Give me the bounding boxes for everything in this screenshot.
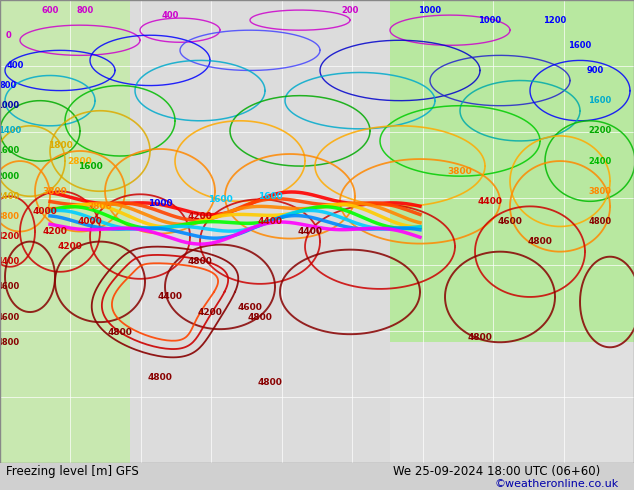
Text: 1200: 1200 (543, 16, 567, 24)
Text: 1000: 1000 (148, 199, 172, 208)
Text: 1000: 1000 (479, 16, 501, 24)
Text: 1400: 1400 (0, 126, 22, 135)
Text: 2800: 2800 (68, 157, 93, 166)
Text: 4200: 4200 (0, 232, 20, 241)
Text: 4400: 4400 (0, 257, 20, 266)
Text: 1600: 1600 (257, 192, 282, 201)
Text: 4600: 4600 (238, 302, 262, 312)
Text: 4000: 4000 (77, 217, 102, 226)
Text: 1600: 1600 (77, 162, 102, 171)
Text: 4000: 4000 (32, 207, 57, 216)
Text: 4600: 4600 (0, 282, 20, 292)
Text: 1600: 1600 (0, 147, 20, 155)
Text: 4600: 4600 (498, 217, 522, 226)
Text: 0: 0 (5, 31, 11, 40)
Text: 4400: 4400 (297, 227, 323, 236)
Text: 1600: 1600 (588, 96, 612, 105)
Bar (130, 0, 390, 463)
Text: 1000: 1000 (0, 101, 20, 110)
Text: 4200: 4200 (188, 212, 212, 221)
Text: 900: 900 (586, 66, 604, 75)
Text: 4800: 4800 (527, 237, 552, 246)
Text: 200: 200 (341, 5, 359, 15)
Text: 1600: 1600 (568, 41, 592, 50)
Text: 1600: 1600 (207, 195, 233, 204)
Text: 4800: 4800 (108, 328, 133, 337)
Text: 4600: 4600 (0, 313, 20, 321)
Text: 1800: 1800 (48, 142, 72, 150)
Text: 3800: 3800 (0, 212, 20, 221)
Text: 4400: 4400 (257, 217, 283, 226)
Text: 4800: 4800 (247, 313, 273, 321)
Text: 800: 800 (0, 81, 16, 90)
Text: 4800: 4800 (467, 333, 493, 342)
Text: 1000: 1000 (418, 5, 441, 15)
Text: 2400: 2400 (588, 157, 612, 166)
Text: 2400: 2400 (0, 192, 20, 201)
Text: 4800: 4800 (188, 257, 212, 266)
Bar (0, 0, 130, 463)
Text: 4400: 4400 (477, 197, 503, 206)
Text: 600: 600 (41, 5, 59, 15)
Text: 4200: 4200 (198, 308, 223, 317)
Text: Freezing level [m] GFS: Freezing level [m] GFS (6, 465, 139, 478)
Bar (390, 0, 634, 342)
Text: 3800: 3800 (448, 167, 472, 175)
Text: 4200: 4200 (58, 242, 82, 251)
Text: 2200: 2200 (588, 126, 612, 135)
Text: 4800: 4800 (588, 217, 612, 226)
Text: 800: 800 (76, 5, 94, 15)
Text: 4800: 4800 (148, 373, 172, 382)
Text: 400: 400 (6, 61, 23, 70)
Text: 3800: 3800 (588, 187, 612, 196)
Text: 3800: 3800 (42, 187, 67, 196)
Text: We 25-09-2024 18:00 UTC (06+60): We 25-09-2024 18:00 UTC (06+60) (393, 465, 600, 478)
Text: 3800: 3800 (87, 202, 112, 211)
Text: 4800: 4800 (257, 378, 282, 387)
Text: 2000: 2000 (0, 172, 20, 181)
Text: 4400: 4400 (157, 293, 183, 301)
Text: 4800: 4800 (0, 338, 20, 347)
Text: 400: 400 (161, 11, 179, 20)
Text: ©weatheronline.co.uk: ©weatheronline.co.uk (495, 479, 619, 489)
Text: 4200: 4200 (42, 227, 67, 236)
